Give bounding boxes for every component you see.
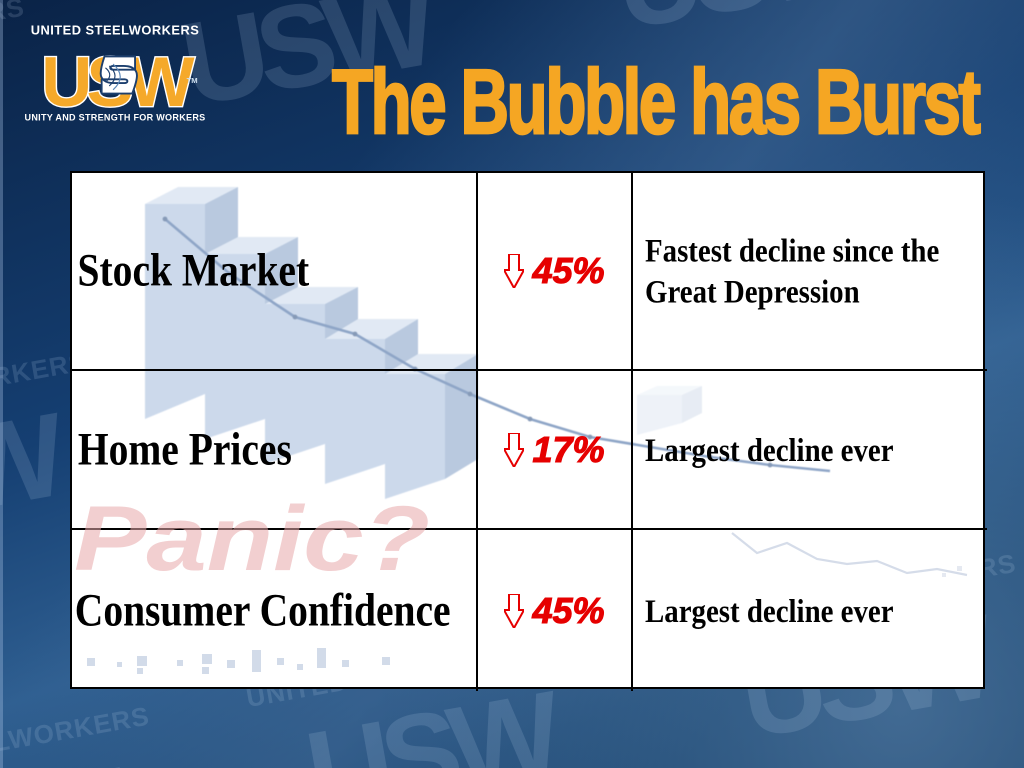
svg-text:UNITY AND STRENGTH FOR WORKERS: UNITY AND STRENGTH FOR WORKERS	[25, 112, 206, 122]
svg-text:TM: TM	[187, 76, 198, 85]
svg-text:UNITED STEELWORKERS: UNITED STEELWORKERS	[31, 22, 200, 37]
